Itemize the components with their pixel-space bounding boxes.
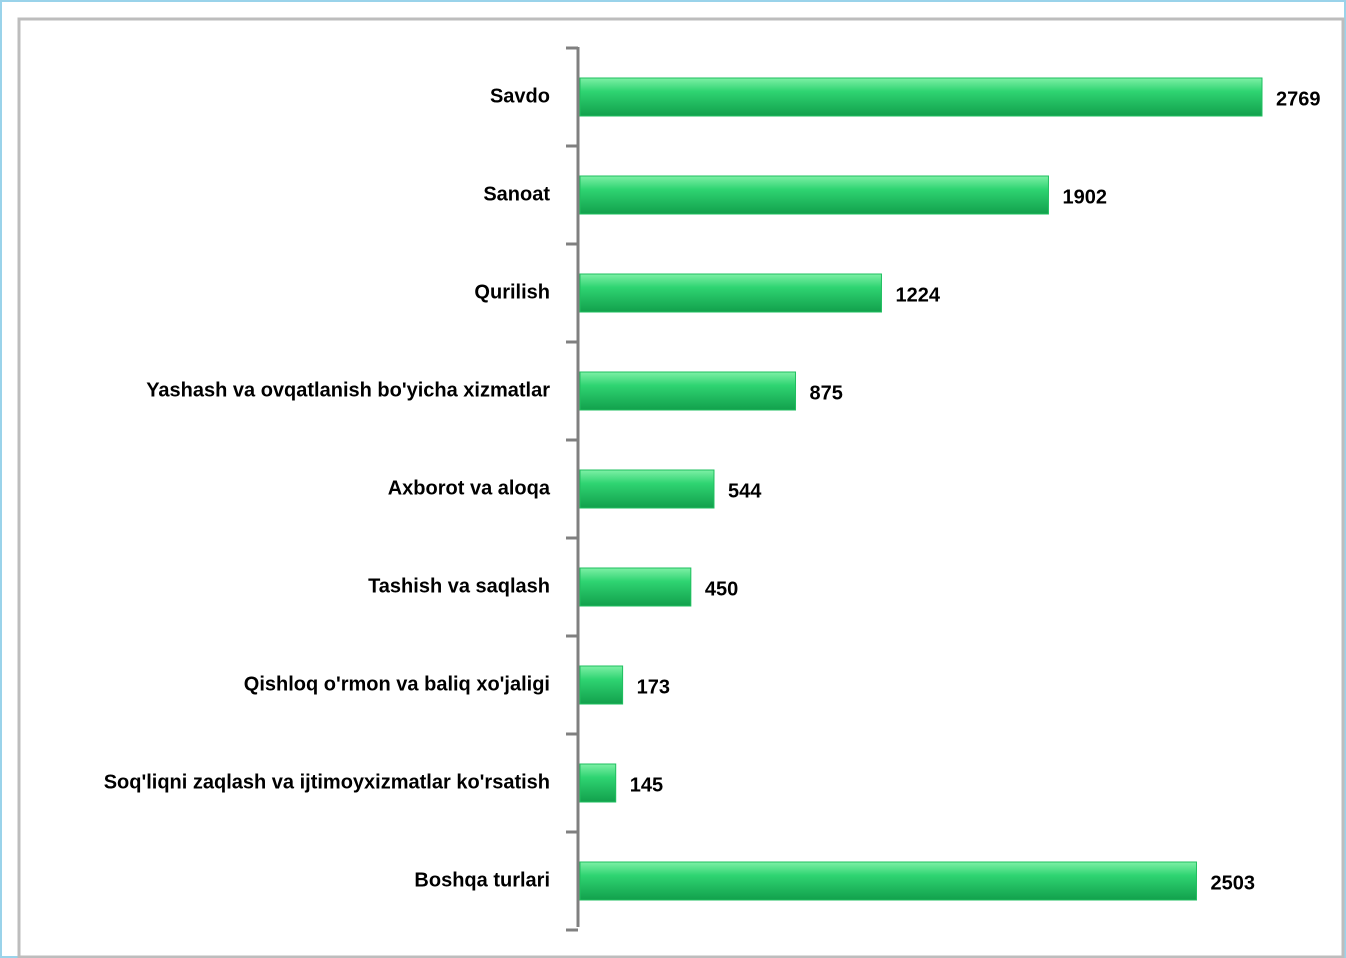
bar [579,665,624,705]
value-label: 1902 [1062,186,1107,208]
category-label: Tashish va saqlash [368,575,550,597]
category-label: Soq'liqni zaqlash va ijtimoyxizmatlar ko… [104,771,550,793]
value-label: 1224 [895,284,940,306]
value-label: 544 [728,480,762,502]
value-label: 450 [705,578,738,600]
bar [579,763,617,803]
category-label: Qishloq o'rmon va baliq xo'jaligi [244,673,550,695]
bar [579,77,1263,117]
category-label: Savdo [490,85,550,107]
category-label: Sanoat [483,183,550,205]
category-label: Yashash va ovqatlanish bo'yicha xizmatla… [146,379,550,401]
bar [579,469,715,509]
plot-frame [17,17,1345,958]
value-label: 875 [810,382,843,404]
bar [579,861,1197,901]
value-label: 2503 [1210,872,1255,894]
bar [579,371,797,411]
bar [579,175,1049,215]
bar [579,567,692,607]
value-label: 145 [630,774,663,796]
bar [579,273,882,313]
category-label: Axborot va aloqa [388,477,551,499]
category-label: Boshqa turlari [414,869,550,891]
value-label: 2769 [1276,88,1321,110]
category-label: Qurilish [474,281,550,303]
value-label: 173 [637,676,670,698]
